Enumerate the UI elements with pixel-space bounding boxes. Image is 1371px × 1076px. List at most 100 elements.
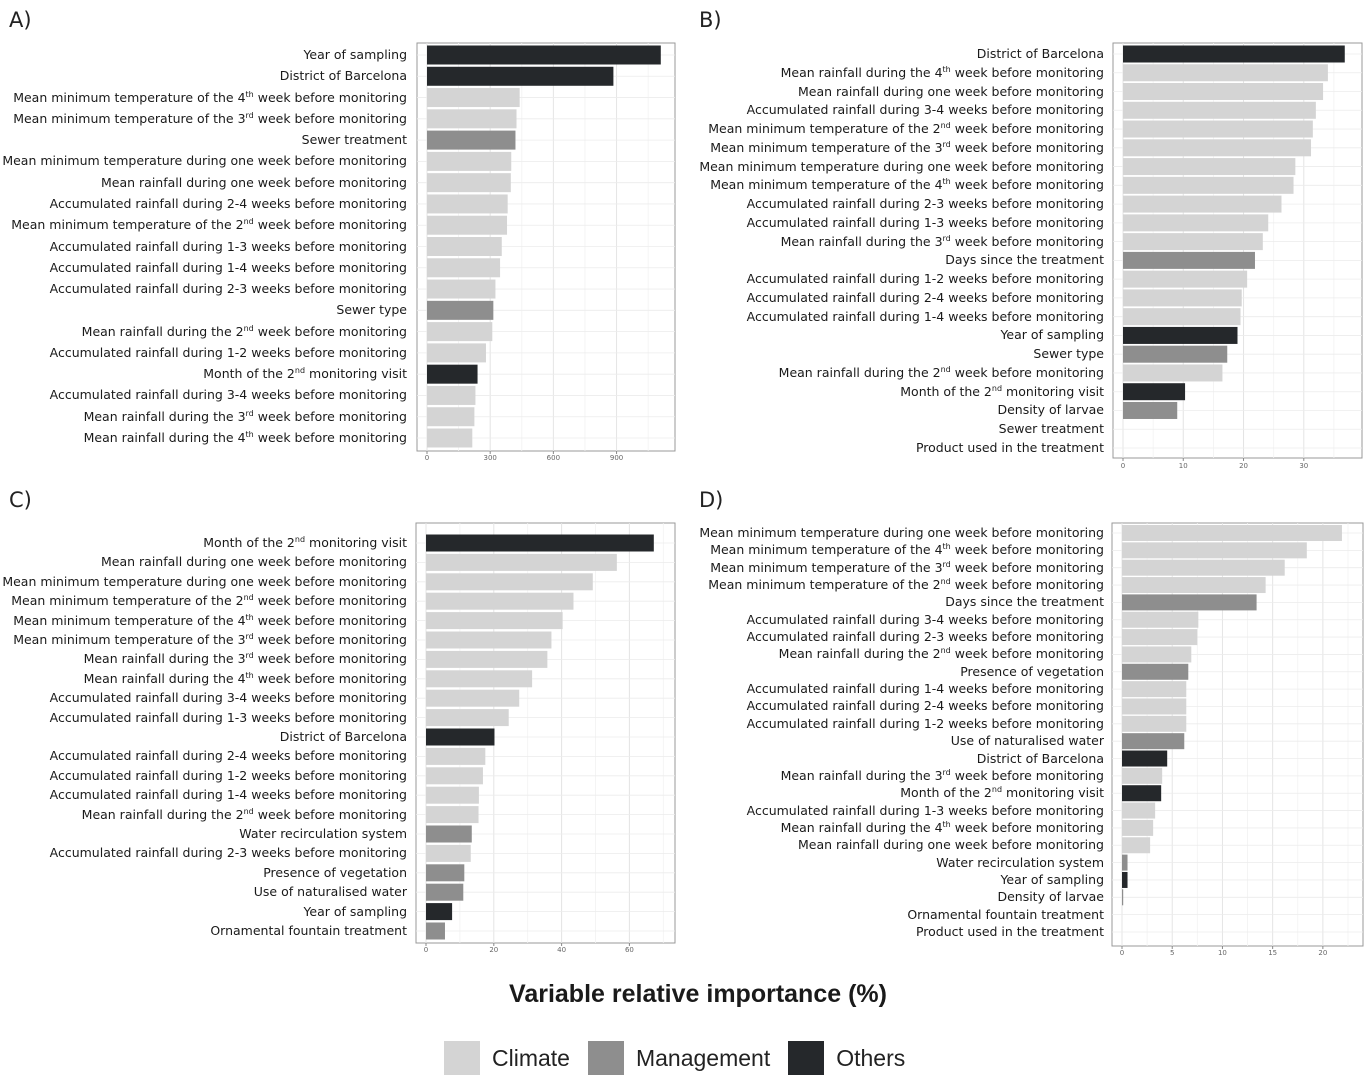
- panel-c-bar: [426, 825, 472, 843]
- panel-a-bar: [427, 237, 502, 256]
- panel-b-category-label-text: Year of sampling: [1000, 327, 1104, 343]
- panel-d-category-label: Mean rainfall during one week before mon…: [798, 837, 1104, 852]
- panel-d-category-label: Accumulated rainfall during 3-4 weeks be…: [746, 611, 1104, 627]
- panel-d-category-label-text: Mean rainfall during the 4th week before…: [780, 819, 1104, 835]
- panel-d-category-label-text: Water recirculation system: [936, 854, 1104, 870]
- panel-c-category-label: Year of sampling: [303, 904, 407, 919]
- panel-c-bar: [426, 573, 593, 591]
- panel-a-category-label-text: Mean minimum temperature of the 4th week…: [13, 89, 407, 105]
- panel-d-category-label: Presence of vegetation: [960, 663, 1104, 679]
- panel-b-bar: [1123, 251, 1255, 269]
- panel-d-category-label: Mean minimum temperature during one week…: [699, 525, 1104, 540]
- panel-d-category-label-text: District of Barcelona: [976, 750, 1104, 766]
- panel-c-category-label: Use of naturalised water: [254, 884, 407, 899]
- panel-d-bar: [1122, 525, 1342, 541]
- panel-c-bar: [426, 553, 617, 571]
- panel-c-category-label: Mean minimum temperature during one week…: [2, 574, 407, 589]
- panel-c-bar: [426, 709, 509, 727]
- panel-c-bar: [426, 592, 574, 610]
- panel-d-x-tick-label: 20: [1318, 949, 1327, 957]
- panel-d-category-label-text: Accumulated rainfall during 1-4 weeks be…: [746, 681, 1104, 697]
- panel-c-category-label-text: District of Barcelona: [279, 729, 407, 744]
- panel-d-bar: [1122, 767, 1163, 784]
- panel-a-category-label-text: Accumulated rainfall during 2-3 weeks be…: [49, 281, 407, 297]
- panel-a-category-label: Sewer type: [336, 302, 407, 318]
- panel-d-bar: [1122, 889, 1124, 906]
- panel-b-bar: [1123, 289, 1242, 307]
- panel-a-category-label: District of Barcelona: [280, 68, 407, 83]
- panel-c-category-label-text: Accumulated rainfall during 3-4 weeks be…: [49, 690, 407, 706]
- panel-a-category-label: Accumulated rainfall during 1-3 weeks be…: [50, 239, 407, 254]
- panel-c-bar: [426, 689, 520, 707]
- panel-c-category-label-text: Mean rainfall during the 2nd week before…: [81, 806, 407, 822]
- panel-c-bar: [426, 612, 563, 630]
- panel-b-category-label: Accumulated rainfall during 3-4 weeks be…: [747, 102, 1104, 117]
- panel-d-category-label: Water recirculation system: [936, 854, 1104, 870]
- panel-b-bar: [1123, 345, 1228, 363]
- panel-a-category-label: Mean rainfall during the 2nd week before…: [82, 324, 407, 339]
- legend-swatch-others: [788, 1041, 825, 1075]
- panel-d-category-label: Mean rainfall during the 2nd week before…: [779, 646, 1104, 661]
- panel-d-category-label-text: Accumulated rainfall during 2-3 weeks be…: [746, 629, 1104, 645]
- panel-letter-b: B): [699, 8, 722, 32]
- panel-d-category-label-text: Days since the treatment: [945, 594, 1104, 610]
- panel-c-category-label-text: Mean minimum temperature of the 3rd week…: [13, 631, 407, 647]
- panel-d-category-label: District of Barcelona: [976, 750, 1104, 766]
- panel-d-bar: [1122, 802, 1156, 819]
- panel-d-bar: [1122, 698, 1187, 715]
- panel-a-category-label-text: Sewer type: [336, 302, 407, 318]
- panel-d-bar: [1122, 629, 1198, 646]
- panel-a-bar: [427, 385, 476, 405]
- panel-d-category-label: Mean rainfall during the 4th week before…: [780, 819, 1104, 835]
- panel-a-bar: [427, 428, 473, 448]
- panel-b-category-label: Accumulated rainfall during 1-2 weeks be…: [747, 271, 1104, 286]
- panel-b-category-label-text: Mean rainfall during the 2nd week before…: [778, 364, 1104, 380]
- x-axis-title: Variable relative importance (%): [509, 980, 887, 1008]
- panel-d-category-label-text: Accumulated rainfall during 2-4 weeks be…: [746, 698, 1104, 714]
- panel-b-category-label-text: Mean minimum temperature of the 2nd week…: [708, 120, 1104, 137]
- panel-b-category-label: Accumulated rainfall during 1-3 weeks be…: [746, 214, 1104, 230]
- panel-c-category-label: Accumulated rainfall during 3-4 weeks be…: [49, 690, 407, 706]
- panel-letter-d: D): [699, 488, 724, 512]
- panel-b-bar: [1123, 101, 1316, 119]
- panel-a-category-label-text: Accumulated rainfall during 1-2 weeks be…: [49, 344, 407, 360]
- panel-d-category-label: Days since the treatment: [945, 594, 1104, 610]
- panel-a-category-label-text: Sewer treatment: [301, 132, 407, 148]
- panel-d-category-label: Accumulated rainfall during 1-2 weeks be…: [747, 716, 1104, 731]
- panel-b-bar: [1123, 195, 1282, 213]
- panel-d-category-label-text: Accumulated rainfall during 1-3 weeks be…: [746, 802, 1104, 818]
- panel-a-category-label-text: Mean minimum temperature of the 3rd week…: [13, 110, 407, 126]
- panel-c-bar: [426, 534, 654, 552]
- panel-d-category-label: Mean rainfall during the 3rd week before…: [781, 768, 1104, 783]
- panel-b-bar: [1123, 83, 1324, 101]
- panel-b-category-label-text: Accumulated rainfall during 1-3 weeks be…: [746, 214, 1104, 230]
- panel-b-x-tick-label: 20: [1239, 462, 1248, 470]
- panel-c-category-label-text: Mean rainfall during the 3rd week before…: [83, 651, 407, 667]
- panel-b-category-label: Mean rainfall during the 3rd week before…: [780, 233, 1104, 249]
- panel-b-bar: [1123, 214, 1269, 232]
- panel-a-bar: [427, 343, 486, 363]
- panel-a-x-tick-label: 600: [547, 454, 560, 462]
- panel-b-category-label-text: Mean rainfall during one week before mon…: [798, 83, 1104, 99]
- panel-b-category-label-text: Sewer type: [1033, 346, 1104, 362]
- panel-c-category-label: Mean minimum temperature of the 2nd week…: [11, 593, 407, 608]
- panel-a-x-tick-label: 0: [425, 454, 429, 462]
- panel-b-category-label-text: Mean rainfall during the 3rd week before…: [780, 233, 1104, 249]
- panel-d-category-label-text: Mean minimum temperature of the 2nd week…: [708, 576, 1104, 593]
- panel-c-x-tick-label: 0: [424, 946, 428, 954]
- panel-b-category-label: Mean minimum temperature during one week…: [699, 159, 1104, 174]
- legend-label-others: Others: [836, 1044, 906, 1071]
- panel-c-bar: [426, 728, 495, 746]
- panel-a-category-label: Mean rainfall during the 4th week before…: [84, 430, 407, 445]
- panel-d-category-label-text: Accumulated rainfall during 3-4 weeks be…: [746, 611, 1104, 627]
- panel-a-category-label-text: Month of the 2nd monitoring visit: [203, 366, 407, 382]
- panel-c-category-label-text: Mean rainfall during the 4th week before…: [83, 670, 407, 686]
- panel-a-bar: [427, 322, 493, 342]
- panel-a-category-label: Accumulated rainfall during 1-2 weeks be…: [49, 344, 407, 360]
- panel-c-bar: [426, 864, 465, 882]
- panel-d-bar: [1122, 594, 1257, 611]
- panel-b-category-label: Mean minimum temperature of the 2nd week…: [708, 120, 1104, 137]
- panel-b-x-tick-label: 0: [1121, 462, 1125, 470]
- panel-d-category-label: Ornamental fountain treatment: [907, 907, 1104, 922]
- panel-d-category-label-text: Presence of vegetation: [960, 663, 1104, 679]
